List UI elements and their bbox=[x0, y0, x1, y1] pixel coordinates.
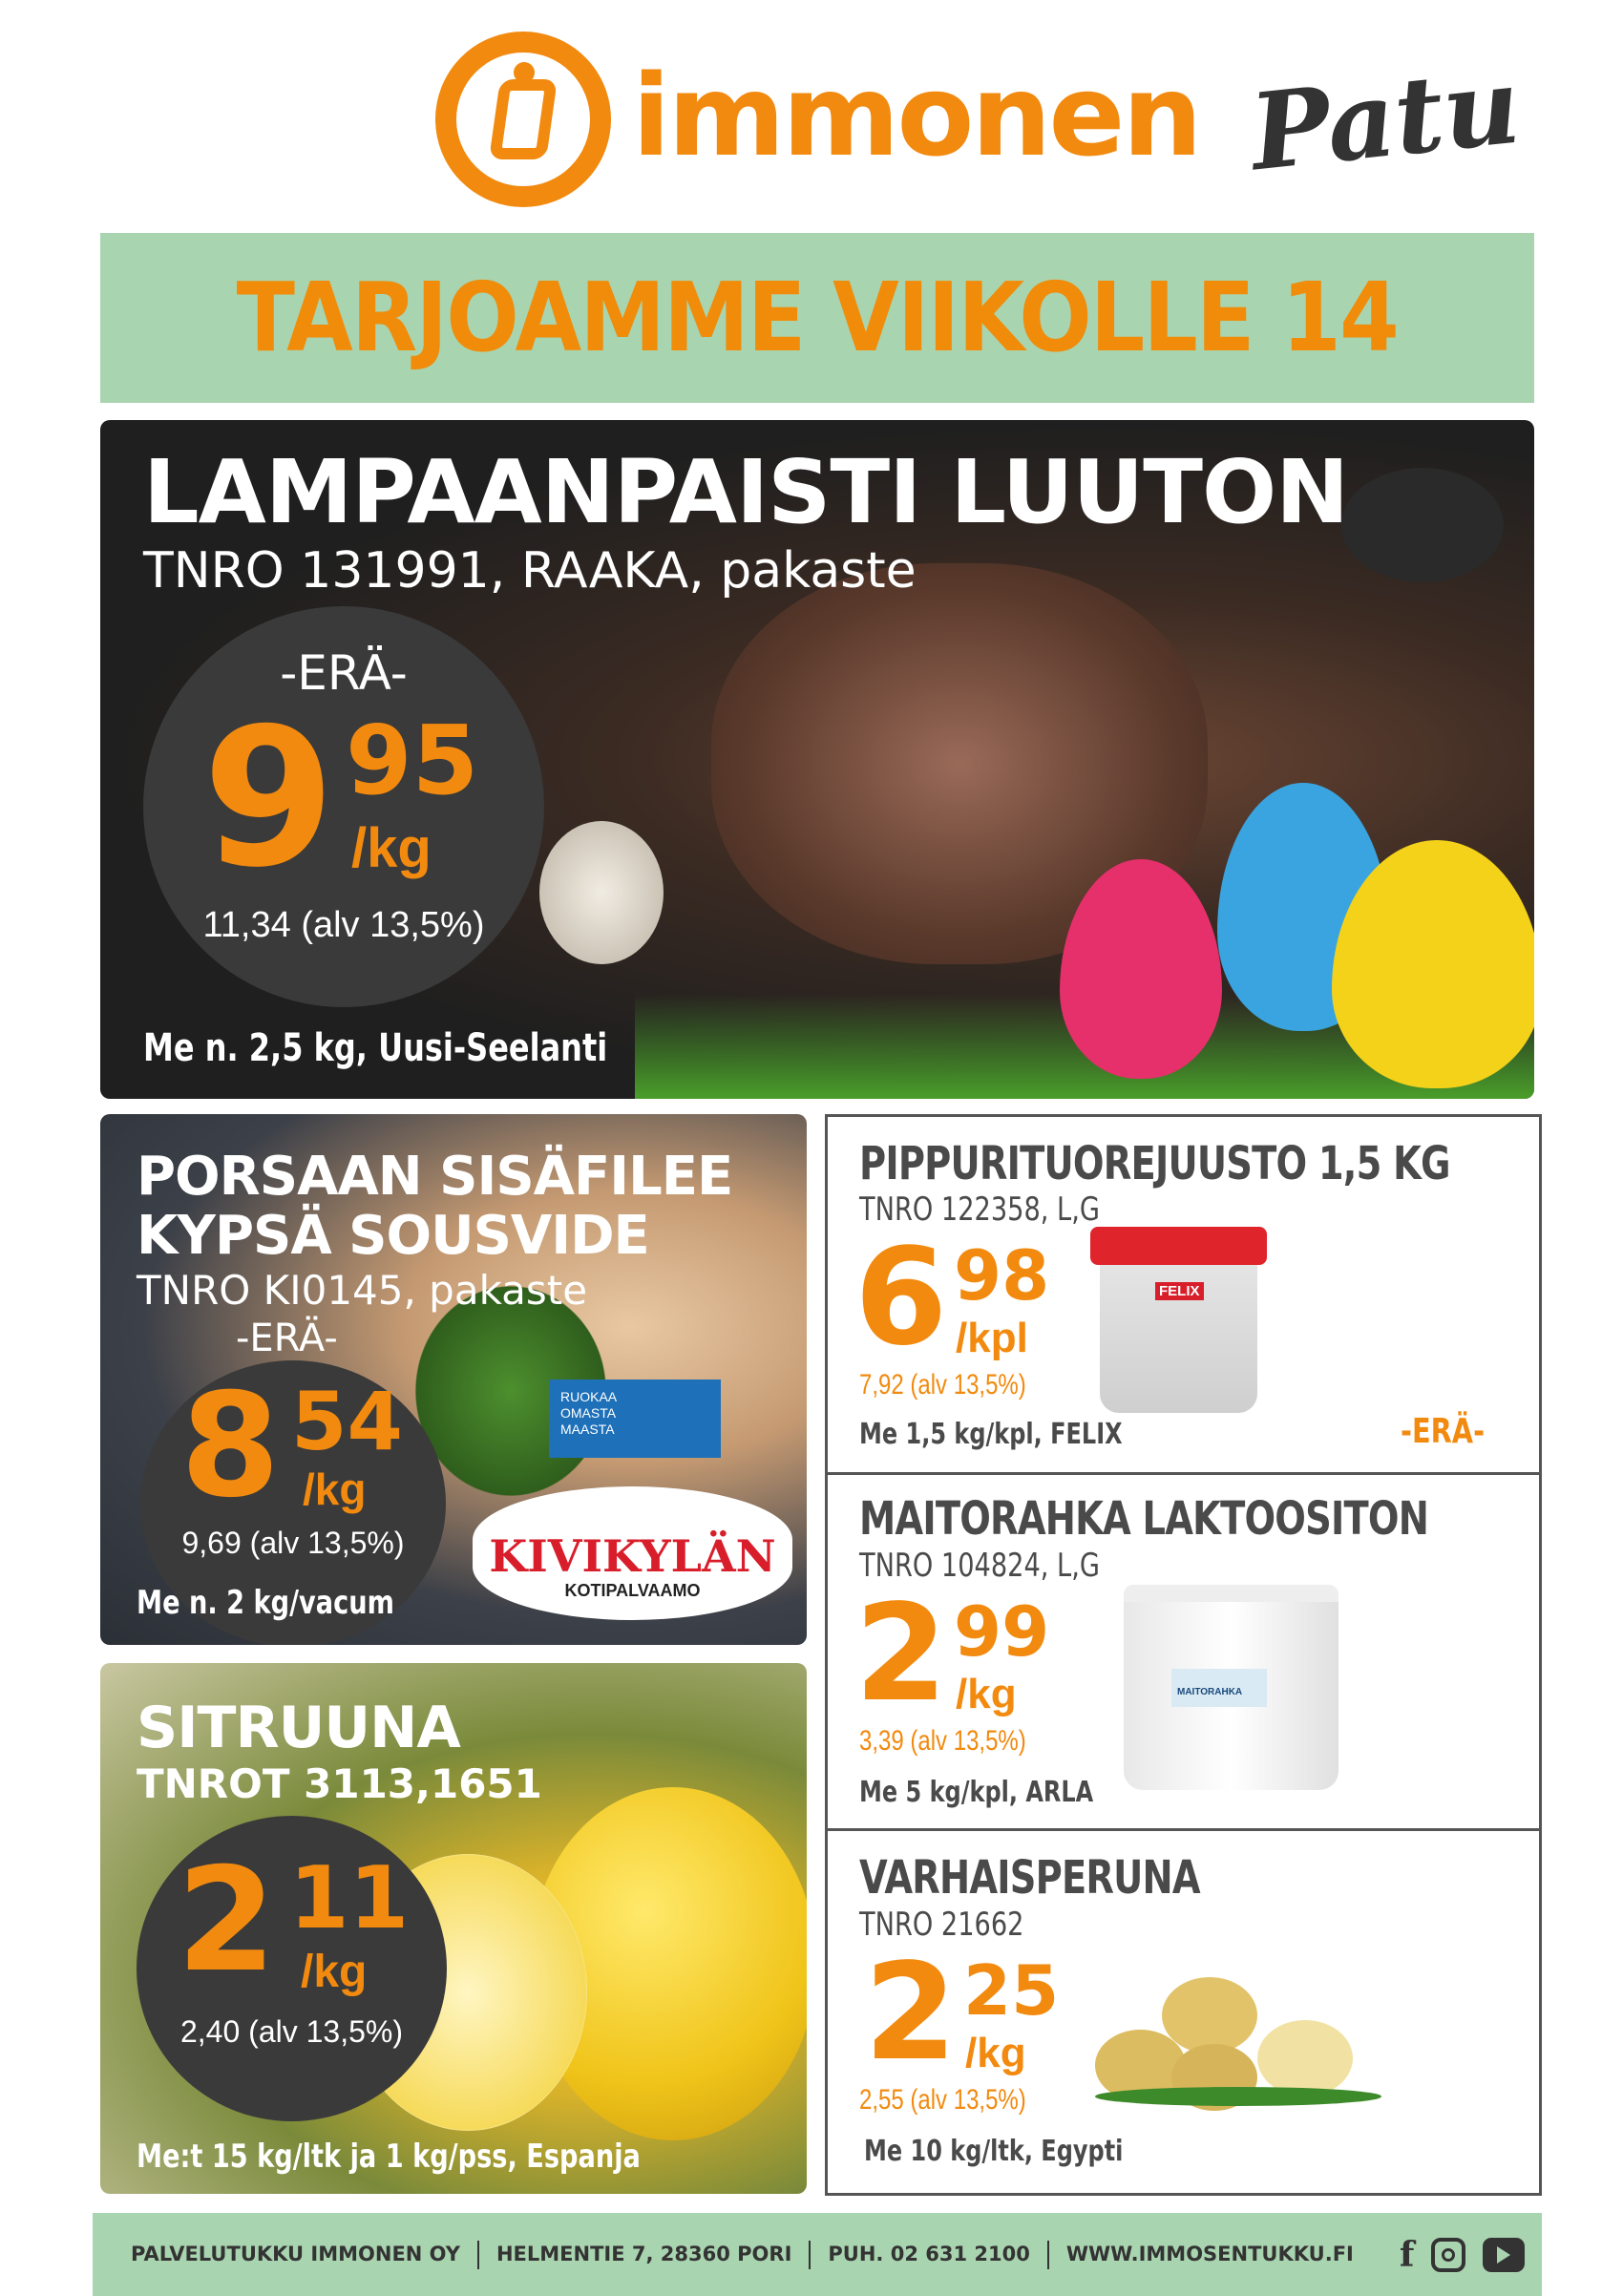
potatoes-image bbox=[1095, 1977, 1381, 2111]
vat-price: 7,92 (alv 13,5%) bbox=[859, 1369, 1026, 1401]
pork-title-1: PORSAAN SISÄFILEE bbox=[137, 1146, 733, 1208]
offer-lemon[interactable]: SITRUUNA TNROT 3113,1651 2 11 /kg 2,40 (… bbox=[100, 1663, 807, 2194]
felix-logo: FELIX bbox=[1155, 1282, 1204, 1300]
maker-name: KIVIKYLÄN bbox=[489, 1530, 776, 1582]
price-unit: /kpl bbox=[956, 1315, 1028, 1361]
price-integer: 9 bbox=[202, 687, 335, 910]
price-integer: 2 bbox=[864, 1935, 957, 2091]
price-cents: 54 bbox=[291, 1375, 403, 1468]
pork-subtitle: TNRO KI0145, pakaste bbox=[137, 1267, 588, 1314]
lemon-subtitle: TNROT 3113,1651 bbox=[137, 1760, 542, 1807]
divider bbox=[1046, 2240, 1049, 2269]
cheese-tub-image: FELIX bbox=[1090, 1227, 1267, 1413]
phone: PUH. 02 631 2100 bbox=[828, 2243, 1030, 2265]
potato-subtitle: TNRO 21662 bbox=[859, 1906, 1024, 1944]
package-label: MAITORAHKA bbox=[1171, 1669, 1267, 1707]
price-cents: 99 bbox=[954, 1591, 1050, 1672]
offer-pepper-cheese[interactable]: PIPPURITUOREJUUSTO 1,5 KG TNRO 122358, L… bbox=[828, 1117, 1539, 1475]
hero-offer-lamb[interactable]: LAMPAANPAISTI LUUTON TNRO 131991, RAAKA,… bbox=[100, 420, 1534, 1099]
quark-bucket-image: MAITORAHKA bbox=[1124, 1585, 1338, 1790]
batch-badge: -ERÄ- bbox=[280, 645, 408, 701]
price-circle: 8 54 /kg 9,69 (alv 13,5%) bbox=[140, 1360, 446, 1645]
vat-price: 2,40 (alv 13,5%) bbox=[179, 2014, 403, 2049]
price-unit: /kg bbox=[956, 1671, 1017, 1717]
yellow-egg-image bbox=[1332, 840, 1534, 1088]
cheese-note: Me 1,5 kg/kpl, FELIX bbox=[859, 1418, 1123, 1451]
company-name: PALVELUTUKKU IMMONEN OY bbox=[131, 2243, 460, 2265]
youtube-icon[interactable] bbox=[1483, 2237, 1526, 2272]
cheese-title: PIPPURITUOREJUUSTO 1,5 KG bbox=[859, 1137, 1451, 1190]
price-cents: 25 bbox=[963, 1950, 1060, 2031]
price-integer: 2 bbox=[854, 1576, 947, 1732]
quark-note: Me 5 kg/kpl, ARLA bbox=[859, 1776, 1094, 1809]
pork-badge: -ERÄ- bbox=[236, 1317, 338, 1360]
cheese-subtitle: TNRO 122358, L,G bbox=[859, 1190, 1100, 1229]
divider bbox=[809, 2240, 812, 2269]
price-unit: /kg bbox=[965, 2030, 1026, 2076]
hero-title: LAMPAANPAISTI LUUTON bbox=[143, 441, 1349, 543]
maker-sub: KOTIPALVAAMO bbox=[564, 1581, 701, 1600]
lemon-note: Me:t 15 kg/ltk ja 1 kg/pss, Espanja bbox=[137, 2138, 641, 2176]
quark-title: MAITORAHKA LAKTOOSITON bbox=[859, 1492, 1429, 1546]
label-line: RUOKAA bbox=[560, 1389, 618, 1404]
potato-note: Me 10 kg/ltk, Egypti bbox=[864, 2135, 1124, 2168]
kivikylan-logo: KIVIKYLÄN KOTIPALVAAMO bbox=[473, 1486, 792, 1620]
garlic-image bbox=[539, 821, 664, 964]
right-offers-panel: PIPPURITUOREJUUSTO 1,5 KG TNRO 122358, L… bbox=[825, 1114, 1542, 2196]
hero-subtitle: TNRO 131991, RAAKA, pakaste bbox=[143, 542, 917, 600]
potato-title: VARHAISPERUNA bbox=[859, 1851, 1201, 1905]
brand-name: immonen bbox=[632, 50, 1202, 181]
price-circle: -ERÄ- 9 95 /kg 11,34 (alv 13,5%) bbox=[143, 606, 544, 1007]
pork-note: Me n. 2 kg/vacum bbox=[137, 1584, 394, 1622]
divider bbox=[476, 2240, 479, 2269]
price-integer: 8 bbox=[180, 1363, 280, 1529]
price-circle: 2 11 /kg 2,40 (alv 13,5%) bbox=[137, 1816, 447, 2121]
lemon-title: SITRUUNA bbox=[137, 1695, 461, 1761]
price-integer: 2 bbox=[177, 1838, 276, 2004]
price-cents: 95 bbox=[346, 705, 479, 816]
instagram-icon[interactable] bbox=[1431, 2237, 1466, 2272]
week-banner: TARJOAMME VIIKOLLE 14 bbox=[100, 233, 1534, 403]
vat-price: 11,34 (alv 13,5%) bbox=[202, 905, 485, 945]
hero-note: Me n. 2,5 kg, Uusi-Seelanti bbox=[143, 1026, 608, 1070]
patu-logo: Patu bbox=[1244, 43, 1526, 195]
vat-price: 3,39 (alv 13,5%) bbox=[859, 1725, 1026, 1757]
price-unit: /kg bbox=[351, 817, 432, 879]
vat-price: 9,69 (alv 13,5%) bbox=[181, 1526, 405, 1560]
label-line: MAASTA bbox=[560, 1422, 615, 1437]
price-cents: 11 bbox=[289, 1848, 410, 1948]
address: HELMENTIE 7, 28360 PORI bbox=[495, 2243, 792, 2265]
facebook-icon[interactable]: f bbox=[1399, 2234, 1415, 2275]
label-line: OMASTA bbox=[560, 1405, 617, 1421]
batch-badge: -ERÄ- bbox=[1401, 1412, 1486, 1451]
offer-potato[interactable]: VARHAISPERUNA TNRO 21662 2 25 /kg 2,55 (… bbox=[828, 1834, 1539, 2193]
quark-subtitle: TNRO 104824, L,G bbox=[859, 1547, 1100, 1585]
pink-egg-image bbox=[1060, 859, 1222, 1079]
price-integer: 6 bbox=[854, 1220, 947, 1376]
website-link[interactable]: WWW.IMMOSENTUKKU.FI bbox=[1065, 2243, 1354, 2265]
banner-title: TARJOAMME VIIKOLLE 14 bbox=[236, 262, 1400, 373]
offer-pork-fillet[interactable]: PORSAAN SISÄFILEE KYPSÄ SOUSVIDE TNRO KI… bbox=[100, 1114, 807, 1645]
price-unit: /kg bbox=[301, 1947, 368, 1997]
price-unit: /kg bbox=[303, 1464, 367, 1514]
price-cents: 98 bbox=[954, 1235, 1050, 1316]
footer: PALVELUTUKKU IMMONEN OY HELMENTIE 7, 283… bbox=[93, 2213, 1542, 2296]
pork-title-2: KYPSÄ SOUSVIDE bbox=[137, 1205, 650, 1267]
vat-price: 2,55 (alv 13,5%) bbox=[859, 2084, 1026, 2116]
offer-quark[interactable]: MAITORAHKA LAKTOOSITON TNRO 104824, L,G … bbox=[828, 1475, 1539, 1831]
pepper-bowl-image bbox=[1341, 468, 1504, 582]
immonen-logo-icon bbox=[435, 32, 611, 207]
ruokaa-omasta-maasta-label: RUOKAA OMASTA MAASTA bbox=[549, 1380, 721, 1458]
